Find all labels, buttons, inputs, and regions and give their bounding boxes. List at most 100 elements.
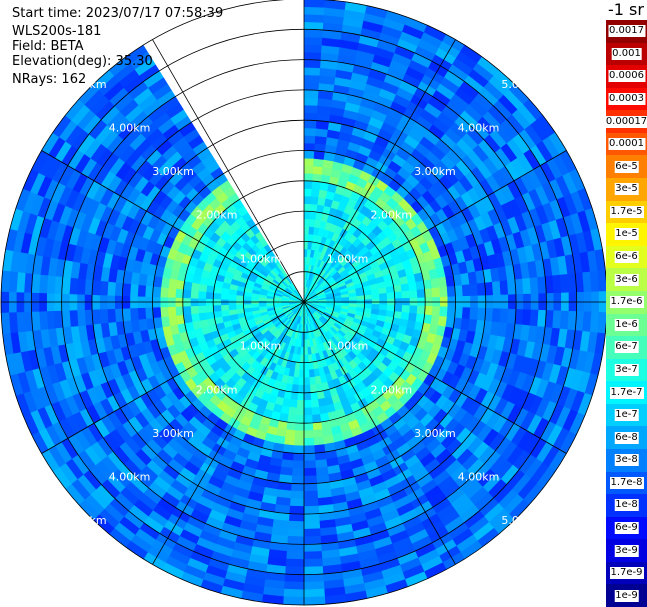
range-gate-cell <box>303 225 310 235</box>
range-gate-cell <box>174 305 184 316</box>
range-gate-cell <box>293 445 305 454</box>
elevation-label: Elevation(deg): 35.30 <box>12 54 153 69</box>
azimuth-spoke <box>303 39 456 303</box>
range-gate-cell <box>288 505 305 515</box>
range-gate-cell <box>174 288 184 299</box>
range-gate-cell <box>282 444 295 454</box>
range-gate-cell <box>386 292 396 300</box>
range-gate-cell <box>303 467 317 477</box>
colorbar-tick-label: 1.7e-9 <box>609 567 644 580</box>
range-gate-cell <box>303 490 319 500</box>
range-gate-cell <box>461 284 471 297</box>
range-gate-cell <box>313 444 326 454</box>
range-gate-cell <box>292 452 305 462</box>
range-gate-cell <box>484 307 494 323</box>
range-gate-cell <box>303 452 316 462</box>
range-gate-cell <box>283 581 305 591</box>
range-gate-cell <box>303 28 324 38</box>
range-gate-cell <box>288 513 305 523</box>
range-gate-cell <box>235 303 245 310</box>
colorbar-tick-label: 3e-7 <box>614 363 639 376</box>
colorbar-swatch: 6e-5 <box>606 155 647 179</box>
colorbar-swatch: 3e-7 <box>606 358 647 382</box>
range-gate-cell <box>167 287 177 298</box>
range-gate-cell <box>303 6 325 16</box>
range-gate-cell <box>114 281 124 297</box>
azimuth-spoke <box>41 301 305 454</box>
range-gate-cell <box>409 289 418 299</box>
range-gate-cell <box>303 134 316 144</box>
range-gate-cell <box>386 304 396 312</box>
range-gate-cell <box>295 414 305 424</box>
range-gate-cell <box>159 286 169 298</box>
range-gate-cell <box>303 551 323 560</box>
range-gate-cell <box>378 292 388 300</box>
range-gate-cell <box>303 59 322 69</box>
azimuth-spokes <box>1 0 606 605</box>
range-gate-cell <box>303 119 318 129</box>
range-gate-cell <box>311 406 321 416</box>
range-gate-cell <box>311 180 322 190</box>
range-gate-cell <box>303 558 323 568</box>
range-gate-cell <box>308 369 315 378</box>
range-gate-cell <box>303 535 322 545</box>
range-gate-cell <box>289 498 305 507</box>
colorbar-swatch: 0.0006 <box>606 65 647 89</box>
colorbar-tick-label: 6e-8 <box>614 431 639 444</box>
range-gate-cell <box>303 513 320 523</box>
colorbar-swatch: 0.0001 <box>606 132 647 156</box>
colorbar-swatch: 0.00017 <box>604 110 647 134</box>
range-gate-cell <box>287 520 305 530</box>
azimuth-spoke <box>152 39 305 303</box>
range-gate-cell <box>378 287 388 295</box>
range-gate-cell <box>476 307 487 322</box>
range-gate-cell <box>137 307 147 320</box>
range-gate-cell <box>408 281 418 292</box>
range-gate-cell <box>476 282 487 297</box>
range-gate-cell <box>303 581 325 591</box>
range-gate-cell <box>190 289 199 299</box>
range-gate-cell <box>303 21 324 31</box>
range-gate-cell <box>91 279 101 296</box>
colorbar-swatch: 0.0003 <box>606 87 647 111</box>
range-gate-cell <box>152 306 162 319</box>
range-gate-cell <box>439 286 449 298</box>
range-ring-label: 4.00km <box>109 471 151 484</box>
range-gate-cell <box>182 305 192 316</box>
range-gate-cell <box>303 188 313 197</box>
range-gate-cell <box>499 280 509 296</box>
colorbar-swatch: 6e-7 <box>606 336 647 360</box>
range-gate-cell <box>371 293 381 300</box>
colorbar-tick-label: 6e-6 <box>614 251 639 264</box>
range-gate-cell <box>394 304 403 313</box>
colorbar-tick-label: 3e-9 <box>614 544 639 557</box>
range-gate-cell <box>285 558 305 568</box>
range-gate-cell <box>303 127 317 137</box>
range-gate-cell <box>303 377 311 386</box>
colorbar: 0.0017 0.001 0.0006 0.0003 0.00017 0.0001 6e-5… <box>604 20 647 607</box>
range-gate-cell <box>198 311 208 321</box>
range-gate-cell <box>303 573 324 583</box>
range-gate-cell <box>284 566 305 576</box>
colorbar-swatch: 1e-6 <box>606 313 647 337</box>
range-gate-cell <box>394 291 403 300</box>
range-gate-cell <box>303 142 316 152</box>
range-gate-cell <box>144 285 154 298</box>
range-gate-cell <box>303 566 324 576</box>
range-gate-cell <box>303 165 314 174</box>
range-gate-cell <box>213 310 223 319</box>
range-gate-cell <box>303 150 315 159</box>
colorbar-tick-label: 3e-5 <box>614 183 639 196</box>
range-gate-cell <box>597 269 606 293</box>
range-gate-cell <box>220 304 230 312</box>
colorbar-tick-label: 1e-5 <box>614 228 639 241</box>
range-gate-cell <box>303 588 325 598</box>
range-gate-cell <box>303 407 313 416</box>
range-gate-cell <box>286 543 305 553</box>
colorbar-swatch: 1e-7 <box>606 403 647 427</box>
range-gate-cell <box>303 66 321 76</box>
range-gate-cell <box>311 188 321 198</box>
range-gate-cell <box>416 305 426 316</box>
range-gate-cell <box>303 399 312 409</box>
range-gate-cell <box>284 429 296 439</box>
